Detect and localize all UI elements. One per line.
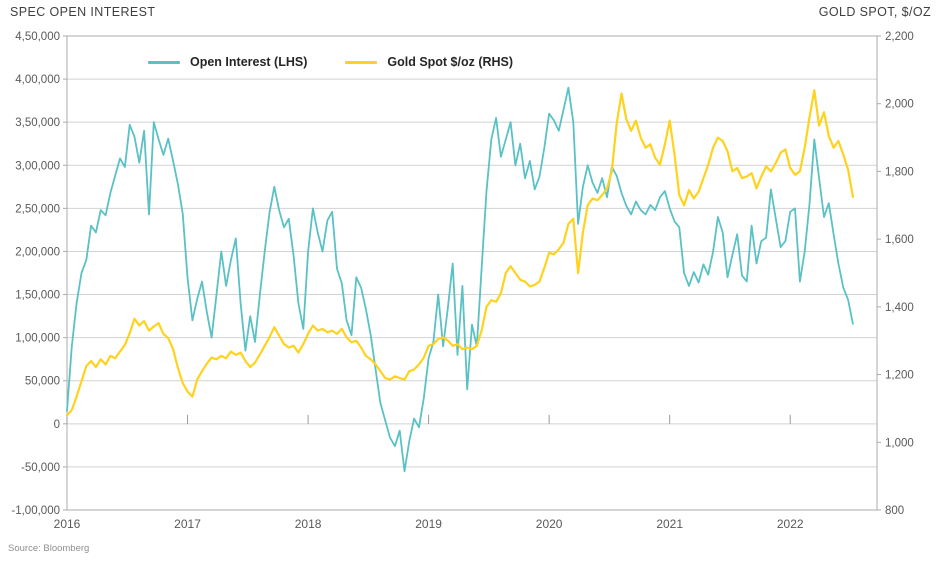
y-right-tick-label: 1,000 [885,437,914,449]
y-right-tick-label: 1,400 [885,302,914,314]
y-right-tick-label: 1,600 [885,234,914,246]
x-axis-year-label: 2018 [295,517,322,531]
plot-border [66,35,878,511]
legend-label: Open Interest (LHS) [190,55,308,69]
left-axis-title: SPEC OPEN INTEREST [10,5,156,19]
right-axis-title: GOLD SPOT, $/OZ [818,5,931,19]
x-axis-year-label: 2021 [656,517,683,531]
legend-item-gold-spot: Gold Spot $/oz (RHS) [345,55,513,69]
y-left-tick-label: 1,50,000 [15,290,60,302]
open-interest-line [66,86,854,473]
x-axis-year-label: 2016 [54,517,81,531]
y-left-tick-label: -1,00,000 [11,505,60,517]
x-axis-year-label: 2022 [777,517,804,531]
y-left-tick-label: 1,00,000 [15,333,60,345]
y-right-tick-label: 2,200 [885,31,914,43]
legend-label: Gold Spot $/oz (RHS) [387,55,514,69]
open-interest-line-swatch [148,60,180,64]
y-right-tick-label: 1,200 [885,370,914,382]
y-left-tick-label: 50,000 [25,376,60,388]
x-axis-year-label: 2020 [536,517,563,531]
y-left-tick-label: 4,00,000 [15,74,60,86]
y-left-tick-label: 2,00,000 [15,246,60,258]
y-right-tick-label: 2,000 [885,99,914,111]
y-left-tick-label: 4,50,000 [15,31,60,43]
x-axis-year-label: 2017 [174,517,201,531]
y-left-tick-label: 2,50,000 [15,203,60,215]
legend-item-open-interest: Open Interest (LHS) [148,55,307,69]
y-left-tick-label: 3,00,000 [15,160,60,172]
y-right-tick-label: 800 [885,505,904,517]
y-right-tick-label: 1,800 [885,166,914,178]
y-left-tick-label: 3,50,000 [15,117,60,129]
x-axis-year-label: 2019 [415,517,442,531]
y-left-tick-label: -50,000 [21,462,60,474]
chart-legend: Open Interest (LHS) Gold Spot $/oz (RHS) [148,55,513,69]
gold-spot-line-swatch [345,60,378,64]
source-note: Source: Bloomberg [8,543,90,554]
gold-spot-line [65,89,855,417]
y-left-tick-label: 0 [54,419,60,431]
